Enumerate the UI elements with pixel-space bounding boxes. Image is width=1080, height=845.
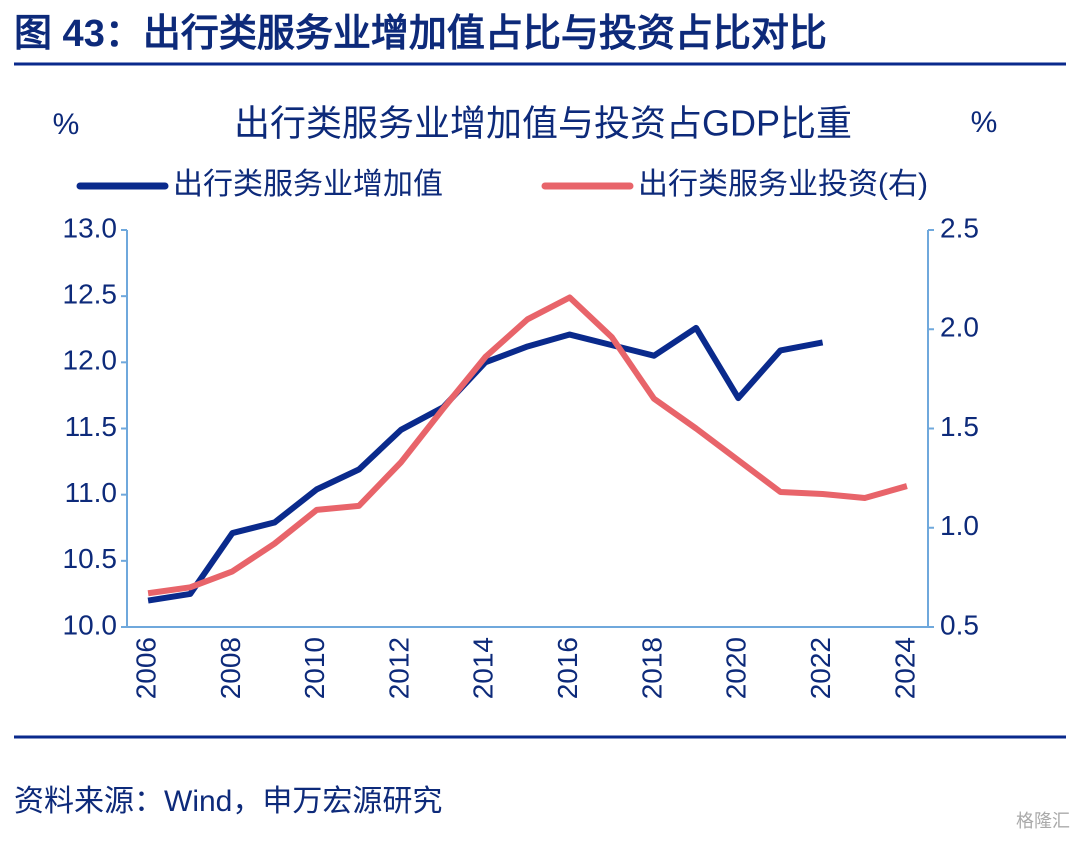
series-line (147, 294, 908, 597)
y-axis-label: % (53, 108, 80, 141)
watermark: 格隆汇 (1016, 811, 1070, 831)
chart-title: 出行类服务业增加值与投资占GDP比重 (234, 103, 852, 144)
legend-label: 出行类服务业增加值 (173, 168, 443, 201)
x-tick-label: 2020 (721, 637, 752, 699)
y2-tick-label: 2.0 (940, 312, 979, 343)
y-tick-label: 12.0 (63, 345, 118, 376)
x-tick-label: 2022 (805, 637, 836, 699)
y-tick-label: 12.5 (63, 279, 118, 310)
x-tick-label: 2010 (299, 637, 330, 699)
legend-label: 出行类服务业投资(右) (638, 168, 928, 201)
x-tick-label: 2014 (468, 637, 499, 699)
x-tick-label: 2018 (636, 637, 667, 699)
x-tick-label: 2008 (215, 637, 246, 699)
series-line (147, 324, 824, 604)
y2-tick-label: 1.0 (940, 510, 979, 541)
y-tick-label: 11.5 (65, 411, 117, 442)
page-title: 图 43：出行类服务业增加值占比与投资占比对比 (14, 13, 827, 55)
x-tick-label: 2012 (383, 637, 414, 699)
y-tick-label: 10.5 (63, 543, 118, 574)
y2-tick-label: 0.5 (940, 609, 979, 640)
y-tick-label: 11.0 (65, 477, 117, 508)
y2-tick-label: 1.5 (940, 411, 979, 442)
y2-tick-label: 2.5 (940, 212, 979, 243)
y-tick-label: 13.0 (63, 212, 118, 243)
x-tick-label: 2016 (552, 637, 583, 699)
source: 资料来源：Wind，申万宏源研究 (14, 785, 442, 818)
x-tick-label: 2006 (130, 637, 161, 699)
y2-axis-label: % (971, 106, 998, 139)
y-tick-label: 10.0 (63, 609, 118, 640)
x-tick-label: 2024 (889, 637, 920, 699)
